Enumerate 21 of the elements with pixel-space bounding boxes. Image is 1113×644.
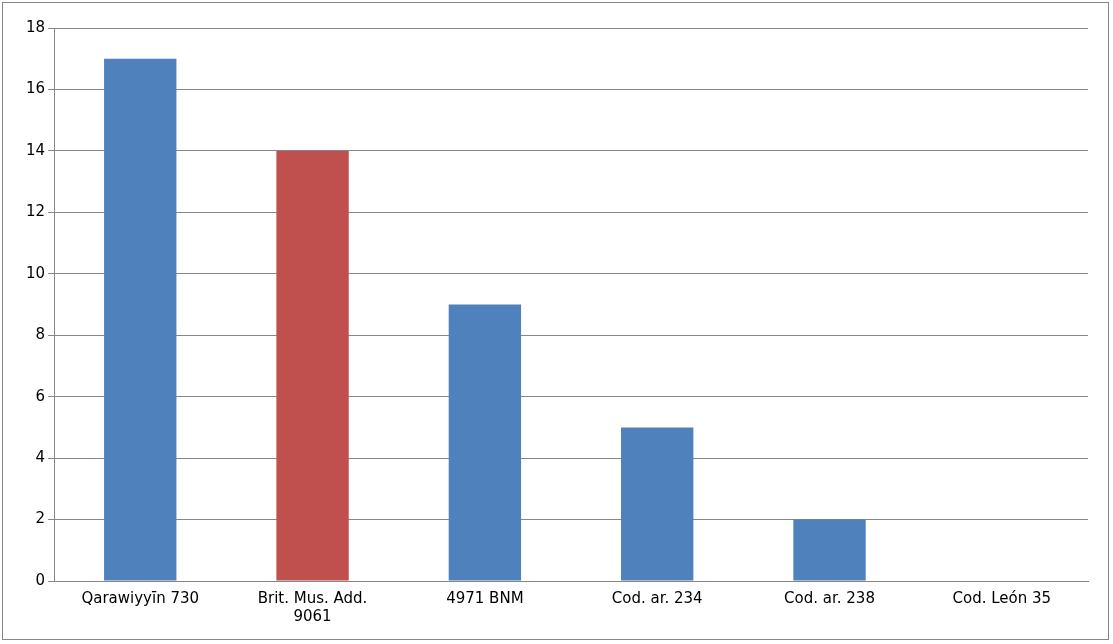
y-tick-label: 10 xyxy=(25,263,46,282)
bar xyxy=(104,58,177,581)
y-tick-label: 12 xyxy=(25,202,46,221)
x-tick-label: Cod. ar. 238 xyxy=(784,588,875,607)
bar xyxy=(793,519,866,581)
y-tick-label: 4 xyxy=(35,448,46,466)
y-tick-label: 16 xyxy=(25,79,46,98)
bar xyxy=(448,304,522,581)
x-tick-label: Qarawiyyīn 730 xyxy=(81,588,200,607)
y-tick-label: 14 xyxy=(25,140,46,159)
y-tick-label: 8 xyxy=(35,325,46,344)
bar xyxy=(621,427,694,581)
y-tick-label: 0 xyxy=(35,570,46,589)
x-tick-label: Cod. León 35 xyxy=(952,588,1052,607)
x-tick-label: Brit. Mus. Add. 9061 xyxy=(257,588,368,625)
y-tick-label: 18 xyxy=(25,17,46,36)
x-tick-label: 4971 BNM xyxy=(446,588,524,607)
x-tick-label: Cod. ar. 234 xyxy=(611,588,703,607)
y-tick-label: 2 xyxy=(35,509,46,528)
y-tick-label: 6 xyxy=(35,386,46,405)
bar xyxy=(276,150,349,581)
